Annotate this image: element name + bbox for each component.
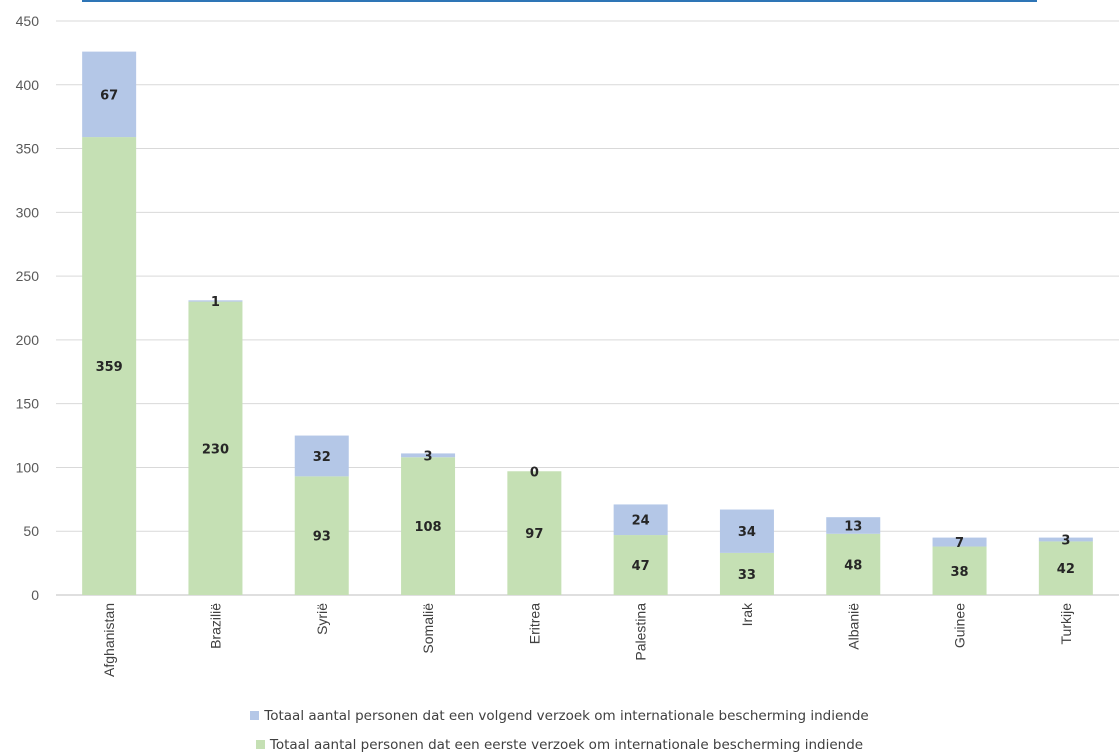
bar-eerste [826, 533, 881, 595]
data-label-eerste: 42 [1057, 562, 1075, 577]
x-tick-label: Irak [739, 602, 755, 626]
data-label-eerste: 93 [313, 530, 331, 545]
bar-eerste [82, 137, 137, 595]
data-label-eerste: 38 [951, 565, 969, 580]
x-tick-label: Brazilië [207, 603, 223, 649]
bar-eerste [294, 476, 349, 595]
data-label-volgend: 3 [1061, 534, 1070, 549]
x-tick-label: Afghanistan [101, 603, 117, 677]
bar-eerste [188, 301, 243, 595]
x-tick-label: Guinee [952, 603, 968, 648]
data-label-volgend: 3 [424, 449, 433, 464]
bar-eerste [932, 546, 987, 595]
y-tick-label: 300 [16, 204, 40, 220]
bar-volgend [82, 51, 137, 138]
y-tick-label: 0 [31, 587, 39, 603]
y-tick-label: 200 [16, 332, 40, 348]
y-tick-label: 450 [16, 13, 40, 29]
legend-item-eerste: Totaal aantal personen dat een eerste ve… [0, 737, 1119, 753]
y-tick-label: 50 [23, 523, 39, 539]
legend-swatch-eerste [255, 740, 265, 749]
data-label-volgend: 67 [100, 88, 118, 103]
bar-volgend [294, 435, 349, 477]
y-axis: 0 50 100 150 200 250 300 350 400 450 [16, 13, 40, 603]
data-label-eerste: 48 [844, 558, 862, 573]
data-label-volgend: 0 [530, 465, 539, 480]
bar-volgend [613, 504, 668, 536]
y-tick-label: 150 [16, 396, 40, 412]
bar-eerste [507, 471, 562, 595]
data-label-volgend: 13 [844, 519, 862, 534]
bar-eerste [401, 457, 456, 595]
legend-swatch-volgend [250, 711, 260, 720]
legend-label-eerste: Totaal aantal personen dat een eerste ve… [269, 737, 864, 753]
bars [82, 51, 1093, 595]
data-label-eerste: 97 [525, 527, 543, 542]
bar-volgend [401, 453, 456, 458]
data-label-volgend: 7 [955, 536, 964, 551]
x-tick-label: Turkije [1058, 603, 1074, 645]
bar-volgend [1038, 537, 1093, 542]
x-axis: Afghanistan Brazilië Syrië Somalië Eritrea Pa… [101, 602, 1074, 677]
bar-volgend [826, 517, 881, 534]
legend-label-volgend: Totaal aantal personen dat een volgend v… [264, 708, 869, 724]
data-label-volgend: 34 [738, 525, 756, 540]
x-tick-label: Albanië [845, 603, 861, 650]
data-label-volgend: 24 [632, 514, 650, 529]
bar-eerste [1038, 541, 1093, 595]
y-tick-label: 350 [16, 141, 40, 157]
y-tick-label: 100 [16, 459, 40, 475]
bar-volgend [719, 509, 774, 553]
bar-volgend [188, 300, 243, 302]
data-label-eerste: 359 [96, 360, 123, 375]
legend-item-volgend: Totaal aantal personen dat een volgend v… [0, 708, 1119, 724]
x-tick-label: Eritrea [526, 603, 542, 644]
x-tick-label: Palestina [633, 603, 649, 661]
data-labels: 359 67 230 1 93 32 108 3 97 0 47 24 33 34 48 13 38 7 42 3 [96, 88, 1075, 583]
data-label-eerste: 33 [738, 568, 756, 583]
data-label-volgend: 32 [313, 450, 331, 465]
bar-eerste [613, 535, 668, 595]
y-tick-label: 250 [16, 268, 40, 284]
y-tick-label: 400 [16, 77, 40, 93]
bar-eerste [719, 552, 774, 595]
x-tick-label: Somalië [420, 603, 436, 654]
data-label-volgend: 1 [211, 295, 220, 310]
data-label-eerste: 230 [202, 442, 229, 457]
data-label-eerste: 108 [414, 520, 441, 535]
data-label-eerste: 47 [632, 559, 650, 574]
bar-volgend [932, 537, 987, 547]
x-tick-label: Syrië [314, 603, 330, 635]
